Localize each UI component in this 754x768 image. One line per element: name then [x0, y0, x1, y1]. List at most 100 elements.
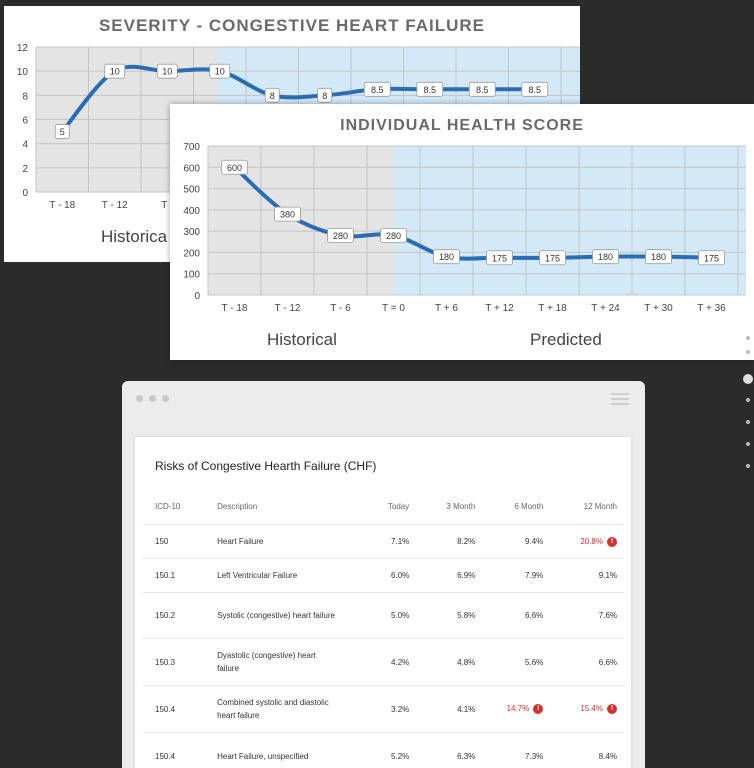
x-tick-label: T + 12 — [485, 303, 514, 314]
table-header-row: ICD-10 Description Today 3 Month 6 Month… — [143, 489, 625, 525]
table-row[interactable]: 150 Heart Failure 7.1% 8.2% 9.4% 20.8%! — [143, 524, 625, 559]
y-tick-label: 2 — [22, 164, 28, 175]
column-header-today: Today — [351, 489, 411, 525]
data-point — [592, 249, 619, 265]
alert-value: 20.8% — [580, 536, 603, 546]
table-row[interactable]: 150.3 Dyastolic (congestive) heart failu… — [143, 638, 625, 686]
data-label: 175 — [492, 253, 507, 263]
data-point — [209, 63, 231, 79]
x-tick-label: T - 18 — [222, 303, 248, 314]
x-tick-label: T + 24 — [591, 303, 620, 314]
y-tick-label: 200 — [183, 248, 200, 259]
description-text: Heart Failure, unspecified — [217, 751, 309, 761]
column-header-3-month: 3 Month — [410, 489, 477, 525]
data-label: 380 — [280, 210, 295, 220]
cell-description: Heart Failure, unspecified — [216, 732, 352, 768]
y-tick-label: 6 — [22, 116, 28, 127]
data-label: 10 — [215, 67, 225, 77]
data-point — [274, 206, 301, 222]
y-tick-label: 700 — [183, 142, 200, 153]
data-label: 180 — [651, 252, 666, 262]
x-tick-label: T - 12 — [275, 303, 301, 314]
cell-12-month: 8.4% — [544, 732, 625, 768]
y-tick-label: 8 — [22, 91, 28, 102]
data-label: 5 — [60, 127, 65, 137]
cell-description: Heart Failure — [216, 524, 352, 559]
x-tick-label: T - 6 — [330, 303, 351, 314]
table-row[interactable]: 150.2 Systolic (congestive) heart failur… — [143, 592, 625, 639]
cell-12-month: 20.8%! — [544, 524, 625, 559]
slide-dot[interactable] — [746, 350, 750, 354]
description-text: Heart Failure — [217, 537, 264, 546]
cell-icd: 150.4 — [143, 732, 217, 768]
table-row[interactable]: 150.1 Left Ventricular Failure 6.0% 6.9%… — [143, 558, 625, 593]
description-text: Dyastolic (congestive) heart failure — [217, 651, 316, 673]
table-row[interactable]: 150.4 Heart Failure, unspecified 5.2% 6.… — [143, 732, 625, 768]
data-point — [645, 249, 672, 265]
cell-icd: 150.4 — [143, 685, 217, 733]
cell-3-month: 4.1% — [410, 685, 477, 733]
data-label: 8.5 — [371, 85, 384, 95]
description-text: Left Ventricular Failure — [217, 571, 298, 580]
x-tick-label: T - 18 — [49, 200, 75, 211]
slide-dot[interactable] — [746, 420, 750, 424]
cell-3-month: 4.8% — [410, 638, 477, 686]
data-label: 600 — [227, 163, 242, 173]
y-tick-label: 12 — [17, 43, 29, 54]
health-predicted-label: Predicted — [530, 330, 602, 349]
slide-dot[interactable] — [746, 442, 750, 446]
cell-3-month: 6.3% — [410, 732, 477, 768]
column-header-12-month: 12 Month — [544, 489, 625, 525]
health-historical-label: Historical — [267, 330, 337, 349]
cell-12-month: 9.1% — [544, 558, 625, 593]
y-tick-label: 0 — [194, 291, 200, 302]
cell-3-month: 6.9% — [410, 558, 477, 593]
cell-description: Systolic (congestive) heart failure — [216, 592, 352, 639]
alert-icon[interactable]: ! — [607, 536, 617, 547]
cell-12-month: 6.6% — [544, 638, 625, 686]
data-point — [363, 81, 391, 97]
table-row[interactable]: 150.4 Combined systolic and diastolic he… — [143, 685, 625, 733]
health-score-chart-card: 0 100 200 300 400 500 600 700 T - 18 T - 12 T - 6 T… — [170, 104, 754, 360]
x-tick-label: T + 30 — [644, 303, 673, 314]
data-point — [317, 87, 333, 103]
risk-table-card: Risks of Congestive Hearth Failure (CHF)… — [135, 437, 631, 768]
slide-dot-active[interactable] — [743, 374, 753, 384]
data-point — [468, 81, 496, 97]
data-label: 8.5 — [476, 85, 489, 95]
cell-description: Left Ventricular Failure — [216, 558, 352, 593]
cell-6-month: 7.9% — [476, 558, 545, 593]
alert-icon[interactable]: ! — [607, 704, 617, 714]
severity-chart-title: SEVERITY - CONGESTIVE HEART FAILURE — [98, 16, 486, 35]
slide-dot[interactable] — [746, 464, 750, 468]
predicted-region — [394, 146, 746, 295]
risk-table: ICD-10 Description Today 3 Month 6 Month… — [143, 489, 625, 768]
window-dot-icon[interactable] — [136, 395, 143, 402]
window-dot-icon[interactable] — [149, 395, 156, 402]
alert-icon[interactable]: ! — [533, 704, 544, 714]
cell-today: 6.0% — [351, 558, 411, 593]
cell-6-month: 6.6% — [476, 592, 545, 639]
data-point — [54, 124, 70, 139]
data-label: 180 — [439, 252, 454, 262]
window-title-bar — [122, 381, 645, 415]
slide-dot[interactable] — [746, 398, 750, 402]
x-tick-label: T + 18 — [538, 303, 567, 314]
alert-value: 14.7% — [506, 704, 530, 714]
window-dot-icon[interactable] — [162, 395, 169, 402]
column-header-description: Description — [216, 489, 352, 525]
slide-dot[interactable] — [746, 336, 750, 340]
data-point — [104, 63, 126, 79]
data-label: 8.5 — [423, 85, 436, 95]
cell-6-month: 5.6% — [476, 638, 545, 686]
data-label: 280 — [333, 231, 348, 241]
y-tick-label: 0 — [22, 188, 28, 199]
cell-3-month: 5.8% — [410, 592, 477, 639]
cell-today: 3.2% — [351, 685, 411, 733]
menu-icon[interactable] — [611, 393, 629, 408]
data-label: 10 — [110, 67, 120, 77]
data-label: 175 — [545, 253, 560, 263]
data-point — [156, 63, 178, 79]
data-point — [264, 87, 280, 103]
health-score-chart-title: INDIVIDUAL HEALTH SCORE — [340, 117, 584, 134]
